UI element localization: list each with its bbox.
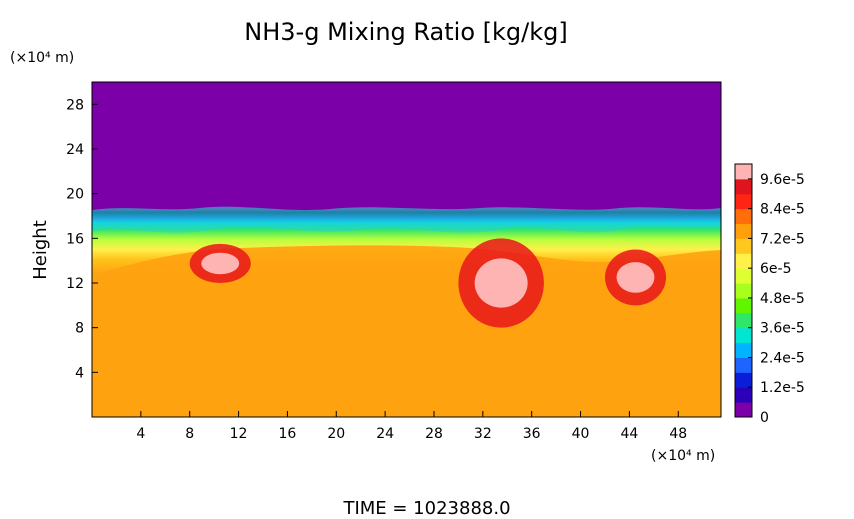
colorbar-segment	[735, 297, 752, 314]
orange-mass	[92, 245, 721, 417]
colorbar-label: 7.2e-5	[760, 231, 805, 247]
plume-core	[616, 262, 655, 293]
transition-fringe	[92, 206, 721, 233]
x-tick-label: 24	[376, 426, 394, 442]
colorbar-segment	[735, 372, 752, 388]
colorbar-segment	[735, 164, 752, 180]
colorbar-label: 0	[760, 410, 769, 426]
colorbar-segment	[735, 342, 752, 358]
colorbar-segment	[735, 387, 752, 403]
x-tick-label: 12	[230, 426, 248, 442]
y-tick-label: 12	[66, 276, 84, 292]
y-tick-label: 20	[66, 187, 84, 203]
x-tick-label: 44	[620, 426, 638, 442]
colorbar-segment	[735, 193, 752, 210]
x-tick-label: 28	[425, 426, 443, 442]
colorbar-label: 2.4e-5	[760, 350, 805, 366]
colorbar-segment	[735, 357, 752, 373]
x-tick-label: 20	[327, 426, 345, 442]
x-tick-label: 40	[572, 426, 590, 442]
x-tick-label: 36	[523, 426, 541, 442]
y-unit-label: (×10⁴ m)	[10, 50, 74, 66]
plot-frame	[91, 81, 722, 418]
time-label: TIME = 1023888.0	[342, 498, 510, 519]
chart-title: NH3-g Mixing Ratio [kg/kg]	[244, 18, 567, 46]
colorbar-segment	[735, 223, 752, 239]
colorbar-segment	[735, 312, 752, 329]
colorbar-segment	[735, 238, 752, 254]
y-tick-label: 8	[75, 321, 84, 337]
x-tick-label: 4	[136, 426, 145, 442]
colorbar-label: 9.6e-5	[760, 172, 805, 188]
x-tick-label: 16	[279, 426, 297, 442]
y-tick-label: 28	[66, 97, 84, 113]
y-axis-label: Height	[30, 220, 51, 280]
plume-core	[474, 258, 528, 308]
colorbar-segment	[735, 402, 752, 418]
colorbar-label: 4.8e-5	[760, 291, 805, 307]
y-tick-label: 24	[66, 142, 84, 158]
x-unit-label: (×10⁴ m)	[651, 448, 715, 464]
colorbar-segment	[735, 283, 752, 299]
x-tick-label: 32	[474, 426, 492, 442]
upper-layer	[92, 82, 721, 208]
colorbar-label: 3.6e-5	[760, 321, 805, 337]
colorbar-frame	[734, 163, 753, 418]
colorbar-label: 1.2e-5	[760, 380, 805, 396]
colorbar-segment	[735, 327, 752, 344]
colorbar-label: 8.4e-5	[760, 202, 805, 218]
x-tick-label: 48	[669, 426, 687, 442]
colorbar-segment	[735, 253, 752, 269]
y-tick-label: 4	[75, 365, 84, 381]
colorbar-segment	[735, 268, 752, 284]
x-tick-label: 8	[185, 426, 194, 442]
colorbar-segment	[735, 178, 752, 195]
colorbar-label: 6e-5	[760, 261, 791, 277]
colorbar-segment	[735, 208, 752, 225]
y-tick-label: 16	[66, 231, 84, 247]
plume-core	[201, 252, 240, 275]
